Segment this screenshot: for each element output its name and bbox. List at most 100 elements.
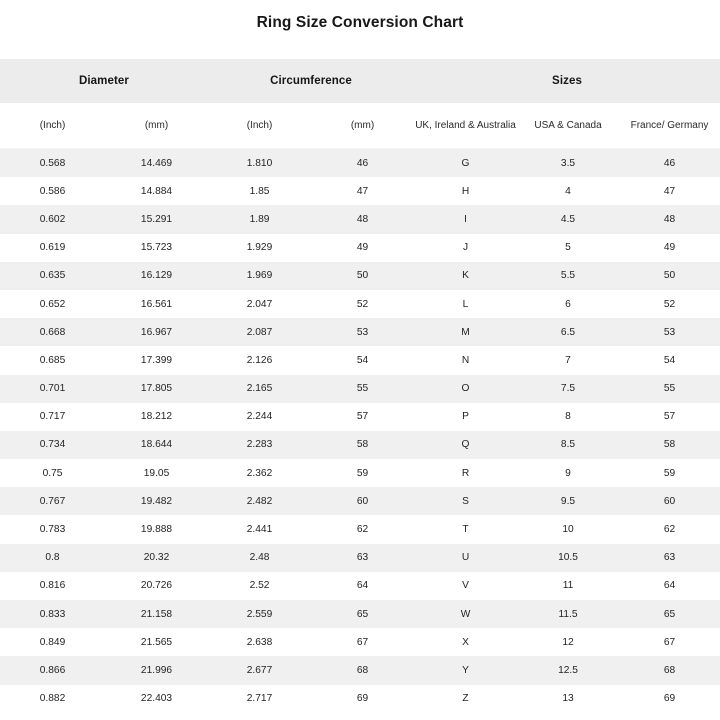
cell-r5-c2: 2.047 <box>246 298 273 310</box>
cell-r1-c5: 4 <box>565 185 571 197</box>
cell-r2-c6: 48 <box>663 213 676 225</box>
cell-r13-c0: 0.783 <box>39 524 66 536</box>
cell-r17-c6: 67 <box>663 636 676 648</box>
table-row: 0.882 22.403 2.717 69 Z 13 69 <box>0 684 720 713</box>
cell-r1-c4: H <box>461 185 470 197</box>
cell-r9-c5: 8 <box>565 411 571 423</box>
table-row: 0.568 14.469 1.810 46 G 3.5 46 <box>0 148 720 178</box>
cell-r5-c6: 52 <box>663 298 676 310</box>
table-row: 0.816 20.726 2.52 64 V 11 64 <box>0 571 720 600</box>
cell-r2-c1: 15.291 <box>140 213 173 225</box>
table-row: 0.685 17.399 2.126 54 N 7 54 <box>0 346 720 375</box>
column-header-1: (mm) <box>105 103 208 149</box>
cell-r13-c4: T <box>462 524 469 536</box>
column-header-row: (Inch) (mm) (Inch) (mm) UK, Ireland & Austra… <box>0 103 720 149</box>
column-header-5: USA & Canada <box>517 103 619 149</box>
table-row: 0.849 21.565 2.638 67 X 12 67 <box>0 628 720 657</box>
table-container: Diameter Circumference Sizes (Inch) (mm) (In… <box>0 59 720 713</box>
cell-r12-c1: 19.482 <box>140 495 173 507</box>
cell-r6-c2: 2.087 <box>246 326 273 338</box>
cell-r13-c3: 62 <box>356 524 369 536</box>
cell-r15-c0: 0.816 <box>39 580 66 592</box>
cell-r9-c4: P <box>462 411 469 423</box>
cell-r0-c4: G <box>461 157 470 169</box>
table-body: 0.568 14.469 1.810 46 G 3.5 46 0.586 14.884 1.85 4… <box>0 148 720 713</box>
cell-r0-c1: 14.469 <box>140 157 173 169</box>
cell-r18-c4: Y <box>462 664 469 676</box>
cell-r3-c4: J <box>462 242 469 254</box>
cell-r15-c5: 11 <box>562 580 574 592</box>
cell-r7-c1: 17.399 <box>140 354 173 366</box>
cell-r7-c6: 54 <box>663 354 676 366</box>
cell-r1-c2: 1.85 <box>249 185 270 197</box>
cell-r14-c4: U <box>461 552 470 564</box>
cell-r11-c6: 59 <box>663 467 676 479</box>
cell-r9-c6: 57 <box>663 411 676 423</box>
cell-r4-c0: 0.635 <box>39 270 66 282</box>
cell-r13-c6: 62 <box>663 524 676 536</box>
cell-r8-c4: O <box>461 383 470 395</box>
cell-r6-c6: 53 <box>663 326 676 338</box>
cell-r12-c5: 9.5 <box>560 495 576 507</box>
cell-r6-c5: 6.5 <box>560 326 576 338</box>
cell-r18-c5: 12.5 <box>558 664 578 676</box>
cell-r17-c4: X <box>462 636 469 648</box>
cell-r10-c1: 18.644 <box>140 439 173 451</box>
cell-r17-c5: 12 <box>562 636 574 648</box>
cell-r14-c1: 20.32 <box>143 552 170 564</box>
cell-r16-c5: 11.5 <box>558 608 578 620</box>
cell-r3-c0: 0.619 <box>39 242 66 254</box>
cell-r1-c0: 0.586 <box>39 185 66 197</box>
cell-r5-c4: L <box>462 298 469 310</box>
cell-r0-c6: 46 <box>663 157 676 169</box>
group-header-diameter: Diameter <box>78 75 130 87</box>
cell-r0-c5: 3.5 <box>560 157 576 169</box>
cell-r3-c2: 1.929 <box>246 242 273 254</box>
group-header-sizes: Sizes <box>552 75 582 87</box>
cell-r10-c0: 0.734 <box>39 439 66 451</box>
cell-r16-c6: 65 <box>663 608 676 620</box>
table-row: 0.833 21.158 2.559 65 W 11.5 65 <box>0 600 720 629</box>
table-row: 0.701 17.805 2.165 55 O 7.5 55 <box>0 374 720 403</box>
group-header-circumference: Circumference <box>270 75 352 87</box>
cell-r4-c5: 5.5 <box>560 270 576 282</box>
cell-r2-c2: 1.89 <box>249 213 270 225</box>
cell-r4-c3: 50 <box>356 270 369 282</box>
cell-r17-c3: 67 <box>356 636 369 648</box>
cell-r7-c4: N <box>461 354 470 366</box>
table-row: 0.767 19.482 2.482 60 S 9.5 60 <box>0 487 720 516</box>
cell-r10-c5: 8.5 <box>560 439 576 451</box>
cell-r16-c2: 2.559 <box>246 608 273 620</box>
cell-r9-c1: 18.212 <box>140 411 173 423</box>
cell-r6-c0: 0.668 <box>39 326 66 338</box>
cell-r19-c2: 2.717 <box>246 693 273 705</box>
cell-r6-c4: M <box>461 326 470 338</box>
cell-r7-c5: 7 <box>565 354 571 366</box>
cell-r8-c1: 17.805 <box>140 383 173 395</box>
cell-r8-c6: 55 <box>663 383 676 395</box>
cell-r14-c6: 63 <box>663 552 676 564</box>
table-row: 0.586 14.884 1.85 47 H 4 47 <box>0 177 720 206</box>
cell-r2-c4: I <box>464 213 467 225</box>
cell-r18-c3: 68 <box>356 664 369 676</box>
cell-r19-c6: 69 <box>663 693 676 705</box>
cell-r12-c3: 60 <box>356 495 369 507</box>
cell-r4-c6: 50 <box>663 270 676 282</box>
cell-r0-c2: 1.810 <box>246 157 273 169</box>
table-row: 0.652 16.561 2.047 52 L 6 52 <box>0 289 720 319</box>
table-row: 0.8 20.32 2.48 63 U 10.5 63 <box>0 543 720 572</box>
cell-r7-c0: 0.685 <box>39 354 66 366</box>
cell-r1-c3: 47 <box>356 185 369 197</box>
cell-r3-c6: 49 <box>663 242 676 254</box>
cell-r2-c3: 48 <box>356 213 369 225</box>
cell-r8-c0: 0.701 <box>39 383 66 395</box>
cell-r9-c3: 57 <box>356 411 369 423</box>
cell-r19-c3: 69 <box>356 693 369 705</box>
cell-r15-c6: 64 <box>663 580 676 592</box>
cell-r10-c3: 58 <box>356 439 369 451</box>
cell-r18-c1: 21.996 <box>140 664 173 676</box>
cell-r11-c2: 2.362 <box>246 467 273 479</box>
cell-r17-c0: 0.849 <box>39 636 66 648</box>
table-row: 0.866 21.996 2.677 68 Y 12.5 68 <box>0 656 720 685</box>
